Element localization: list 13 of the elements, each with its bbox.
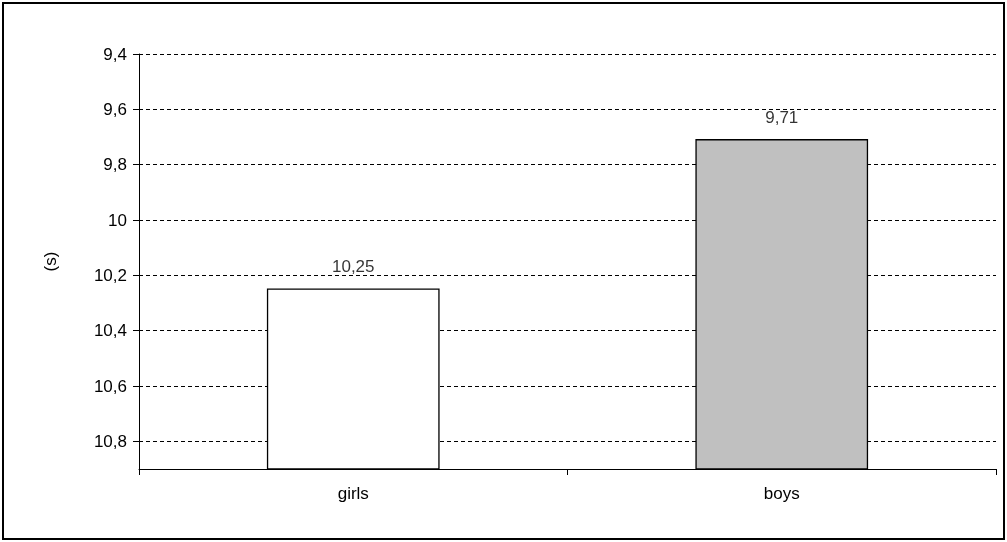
y-tick-label: 9,4 xyxy=(103,44,127,64)
y-tick-label: 10 xyxy=(108,210,127,230)
y-tick-label: 9,8 xyxy=(103,155,127,175)
x-tick-label: boys xyxy=(763,484,800,503)
y-axis-title: (s) xyxy=(41,251,60,272)
y-tick-label: 9,6 xyxy=(103,99,127,119)
y-tick-label: 10,6 xyxy=(93,376,127,396)
y-tick-label: 10,4 xyxy=(93,321,127,341)
y-tick-label: 10,2 xyxy=(93,265,127,285)
data-label: 10,25 xyxy=(331,257,375,277)
y-tick-label: 10,8 xyxy=(93,431,127,451)
x-tick-label: girls xyxy=(337,484,369,503)
data-label: 9,71 xyxy=(765,107,799,127)
